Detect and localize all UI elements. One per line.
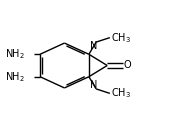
Text: NH$_2$: NH$_2$ bbox=[5, 47, 25, 61]
Text: CH$_3$: CH$_3$ bbox=[111, 31, 131, 45]
Text: CH$_3$: CH$_3$ bbox=[111, 86, 131, 100]
Text: O: O bbox=[123, 61, 131, 70]
Text: N: N bbox=[90, 80, 98, 90]
Text: N: N bbox=[90, 41, 98, 51]
Text: NH$_2$: NH$_2$ bbox=[5, 70, 25, 84]
